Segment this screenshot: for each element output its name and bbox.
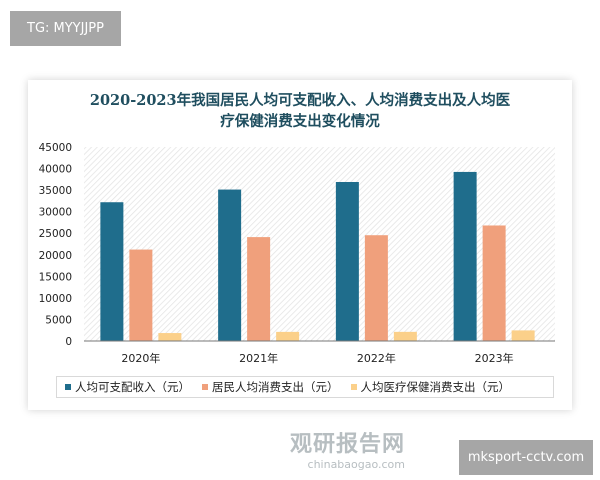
x-tick-label: 2022年 <box>357 351 396 365</box>
bar-1 <box>100 202 124 341</box>
watermark-logo-text: 观研报告网 <box>290 432 406 457</box>
legend-label: 人均医疗保健消费支出（元） <box>360 380 511 394</box>
watermark-tag-top: TG: MYYJJPP <box>10 11 121 46</box>
watermark-tag-bottom: mksport-cctv.com <box>459 440 593 475</box>
legend-item: 居民人均消费支出（元） <box>202 379 339 395</box>
y-tick-label: 45000 <box>39 142 72 154</box>
y-tick-label: 20000 <box>39 250 72 262</box>
bar-3 <box>158 333 182 341</box>
legend-swatch <box>350 384 357 390</box>
y-tick-label: 15000 <box>39 271 72 283</box>
legend-label: 居民人均消费支出（元） <box>212 380 339 394</box>
legend-label: 人均可支配收入（元） <box>75 380 190 394</box>
y-tick-label: 35000 <box>39 185 72 197</box>
bar-chart: 0 5000 10000 15000 20000 25000 30000 35000 40000… <box>39 142 555 365</box>
y-tick-label: 10000 <box>39 293 72 305</box>
x-tick-label: 2020年 <box>121 351 160 365</box>
bar-2 <box>482 225 506 341</box>
chart-legend: 人均可支配收入（元） 居民人均消费支出（元） 人均医疗保健消费支出（元） <box>56 376 554 398</box>
legend-swatch <box>202 384 208 390</box>
bar-3 <box>393 331 417 341</box>
bar-2 <box>364 235 388 341</box>
legend-item: 人均可支配收入（元） <box>65 379 190 395</box>
y-tick-label: 5000 <box>45 314 72 326</box>
chart-title-line: 疗保健消费支出变化情况 <box>220 113 380 130</box>
y-tick-label: 25000 <box>39 228 72 240</box>
x-tick-label: 2021年 <box>239 351 278 365</box>
bar-3 <box>511 330 535 341</box>
legend-item: 人均医疗保健消费支出（元） <box>350 379 511 395</box>
bar-1 <box>453 171 477 341</box>
y-tick-label: 40000 <box>39 164 72 176</box>
chart-title: 2020-2023年我国居民人均可支配收入、人均消费支出及人均医 疗保健消费支出… <box>28 90 572 132</box>
watermark-logo-url: chinabaogao.com <box>307 458 406 471</box>
chart-title-line: 2020-2023年我国居民人均可支配收入、人均消费支出及人均医 <box>89 92 511 109</box>
legend-swatch <box>65 384 71 390</box>
y-tick-label: 30000 <box>39 207 72 219</box>
bar-1 <box>218 189 242 341</box>
bar-3 <box>276 331 300 341</box>
chart-card: 2020-2023年我国居民人均可支配收入、人均消费支出及人均医 疗保健消费支出… <box>28 80 572 410</box>
bar-1 <box>335 181 359 341</box>
bar-2 <box>247 237 271 341</box>
bar-2 <box>129 249 153 341</box>
y-tick-label: 0 <box>65 336 72 348</box>
x-tick-label: 2023年 <box>475 351 514 365</box>
watermark-logo: 观研报告网 chinabaogao.com <box>290 432 405 471</box>
